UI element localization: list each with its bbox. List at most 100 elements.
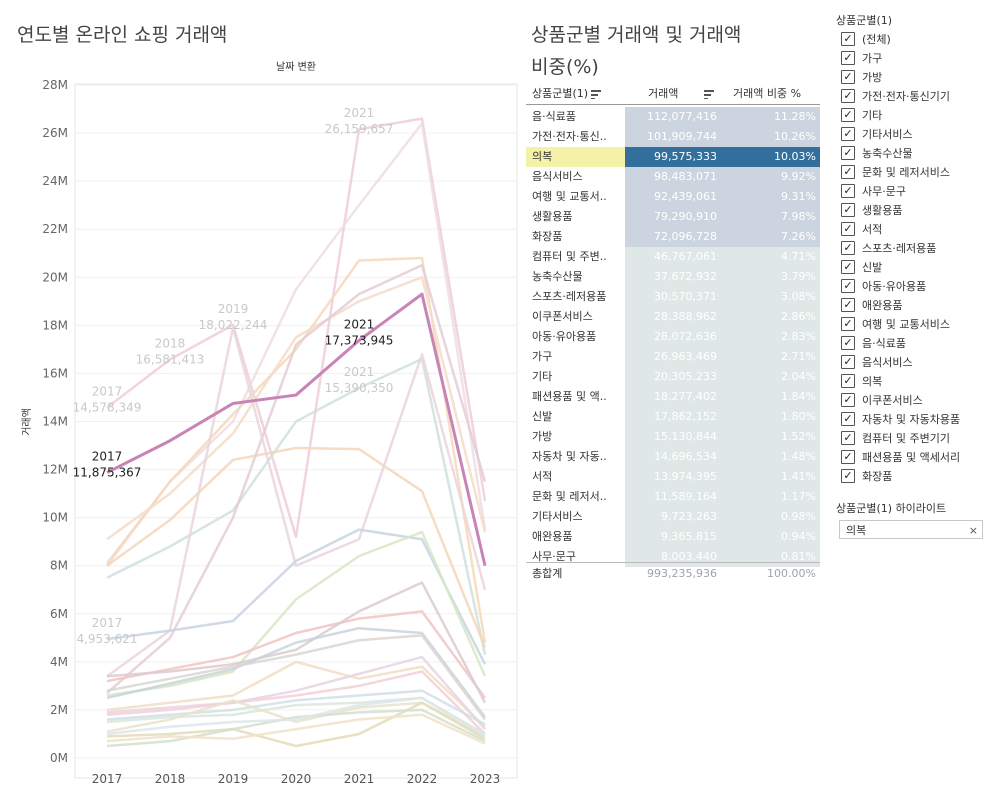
series-line-highlighted[interactable]	[106, 292, 487, 567]
checkbox-icon[interactable]: ✓	[841, 241, 855, 255]
series-line[interactable]	[106, 581, 487, 704]
row-amount: 20,305,233	[625, 367, 725, 387]
series-line[interactable]	[106, 670, 486, 735]
filter-item[interactable]: ✓ 가전·전자·통신기기	[841, 87, 950, 106]
table-row[interactable]: 문화 및 레저서.. 11,589,164 1.17%	[526, 487, 820, 507]
table-row[interactable]: 패션용품 및 액.. 18,277,402 1.84%	[526, 387, 820, 407]
series-line[interactable]	[106, 689, 486, 726]
filter-item[interactable]: ✓ 아동·유아용품	[841, 277, 926, 296]
series-line[interactable]	[106, 530, 487, 697]
table-row[interactable]: 컴퓨터 및 주변.. 46,767,061 4.71%	[526, 247, 820, 267]
filter-item[interactable]: ✓ 가방	[841, 68, 882, 87]
table-row[interactable]: 서적 13,974,395 1.41%	[526, 467, 820, 487]
filter-item[interactable]: ✓ 패션용품 및 액세서리	[841, 448, 960, 467]
filter-item[interactable]: ✓ 문화 및 레저서비스	[841, 163, 950, 182]
header-category[interactable]: 상품군별(1)	[532, 84, 602, 104]
clear-icon[interactable]: ×	[968, 524, 978, 537]
table-row[interactable]: 신발 17,862,152 1.80%	[526, 407, 820, 427]
checkbox-icon[interactable]: ✓	[841, 431, 855, 445]
checkbox-icon[interactable]: ✓	[841, 146, 855, 160]
checkbox-icon[interactable]: ✓	[841, 127, 855, 141]
series-line[interactable]	[106, 660, 486, 728]
filter-item[interactable]: ✓ 애완용품	[841, 296, 902, 315]
series-line[interactable]	[106, 446, 487, 648]
table-row[interactable]: 생활용품 79,290,910 7.98%	[526, 207, 820, 227]
table-row[interactable]: 스포츠·레저용품 30,570,371 3.08%	[526, 287, 820, 307]
filter-item[interactable]: ✓ 농축수산물	[841, 144, 913, 163]
checkbox-icon[interactable]: ✓	[841, 279, 855, 293]
checkbox-icon[interactable]: ✓	[841, 336, 855, 350]
series-line[interactable]	[106, 264, 487, 695]
checkbox-icon[interactable]: ✓	[841, 51, 855, 65]
series-line[interactable]	[106, 701, 486, 748]
filter-item[interactable]: ✓ (전체)	[841, 30, 891, 49]
filter-item[interactable]: ✓ 기타	[841, 106, 882, 125]
table-row[interactable]: 의복 99,575,333 10.03%	[526, 147, 820, 167]
header-share[interactable]: 거래액 비중 %	[733, 84, 801, 104]
table-row[interactable]: 여행 및 교통서.. 92,439,061 9.31%	[526, 187, 820, 207]
series-line[interactable]	[106, 708, 486, 748]
series-line[interactable]	[106, 117, 487, 539]
checkbox-icon[interactable]: ✓	[841, 374, 855, 388]
series-line[interactable]	[106, 696, 486, 738]
checkbox-icon[interactable]: ✓	[841, 450, 855, 464]
checkbox-icon[interactable]: ✓	[841, 70, 855, 84]
series-line[interactable]	[106, 528, 487, 665]
filter-item[interactable]: ✓ 생활용품	[841, 201, 902, 220]
table-row[interactable]: 아동·유아용품 28,072,636 2.83%	[526, 327, 820, 347]
checkbox-icon[interactable]: ✓	[841, 32, 855, 46]
filter-item[interactable]: ✓ 여행 및 교통서비스	[841, 315, 950, 334]
table-row[interactable]: 음식서비스 98,483,071 9.92%	[526, 167, 820, 187]
table-row[interactable]: 화장품 72,096,728 7.26%	[526, 227, 820, 247]
table-row[interactable]: 가방 15,130,844 1.52%	[526, 427, 820, 447]
filter-item[interactable]: ✓ 서적	[841, 220, 882, 239]
series-line[interactable]	[106, 256, 487, 643]
filter-item[interactable]: ✓ 신발	[841, 258, 882, 277]
filter-item[interactable]: ✓ 컴퓨터 및 주변기기	[841, 429, 950, 448]
filter-item[interactable]: ✓ 스포츠·레저용품	[841, 239, 936, 258]
series-line[interactable]	[106, 276, 487, 541]
checkbox-icon[interactable]: ✓	[841, 393, 855, 407]
checkbox-icon[interactable]: ✓	[841, 184, 855, 198]
annotation-year: 2021	[344, 317, 375, 331]
series-line[interactable]	[106, 610, 487, 699]
checkbox-icon[interactable]: ✓	[841, 222, 855, 236]
checkbox-icon[interactable]: ✓	[841, 298, 855, 312]
checkbox-icon[interactable]: ✓	[841, 89, 855, 103]
line-chart[interactable]: 0M 2M 4M 6M 8M 10M 12M 14M 16M 18M 20M 22M 24M 26M 28M…	[0, 50, 520, 800]
table-row[interactable]: 음·식료품 112,077,416 11.28%	[526, 107, 820, 127]
table-row[interactable]: 가구 26,963,469 2.71%	[526, 347, 820, 367]
sort-icon[interactable]	[704, 89, 715, 99]
table-row[interactable]: 기타서비스 9,723,263 0.98%	[526, 507, 820, 527]
table-row[interactable]: 가전·전자·통신.. 101,909,744 10.26%	[526, 127, 820, 147]
checkbox-icon[interactable]: ✓	[841, 412, 855, 426]
series-line[interactable]	[106, 634, 487, 721]
checkbox-icon[interactable]: ✓	[841, 355, 855, 369]
table-row[interactable]: 농축수산물 37,672,932 3.79%	[526, 267, 820, 287]
filter-item[interactable]: ✓ 가구	[841, 49, 882, 68]
series-line[interactable]	[106, 626, 487, 718]
table-row[interactable]: 기타 20,305,233 2.04%	[526, 367, 820, 387]
checkbox-icon[interactable]: ✓	[841, 260, 855, 274]
sort-icon[interactable]	[591, 89, 602, 99]
filter-item[interactable]: ✓ 이쿠폰서비스	[841, 391, 923, 410]
filter-item[interactable]: ✓ 의복	[841, 372, 882, 391]
filter-item[interactable]: ✓ 음·식료품	[841, 334, 906, 353]
table-row[interactable]: 자동차 및 자동.. 14,696,534 1.48%	[526, 447, 820, 467]
checkbox-icon[interactable]: ✓	[841, 108, 855, 122]
checkbox-icon[interactable]: ✓	[841, 469, 855, 483]
filter-item[interactable]: ✓ 자동차 및 자동차용품	[841, 410, 960, 429]
filter-item[interactable]: ✓ 화장품	[841, 467, 892, 486]
header-amount[interactable]: 거래액	[648, 84, 715, 104]
filter-item[interactable]: ✓ 음식서비스	[841, 353, 913, 372]
series-line[interactable]	[106, 655, 486, 730]
filter-item[interactable]: ✓ 기타서비스	[841, 125, 913, 144]
filter-item[interactable]: ✓ 사무·문구	[841, 182, 906, 201]
checkbox-icon[interactable]: ✓	[841, 165, 855, 179]
table-row[interactable]: 애완용품 9,365,815 0.94%	[526, 527, 820, 547]
checkbox-icon[interactable]: ✓	[841, 203, 855, 217]
table-row[interactable]: 이쿠폰서비스 28,388,962 2.86%	[526, 307, 820, 327]
checkbox-icon[interactable]: ✓	[841, 317, 855, 331]
highlighter-input[interactable]: 의복 ×	[839, 520, 983, 539]
series-line[interactable]	[106, 713, 486, 745]
